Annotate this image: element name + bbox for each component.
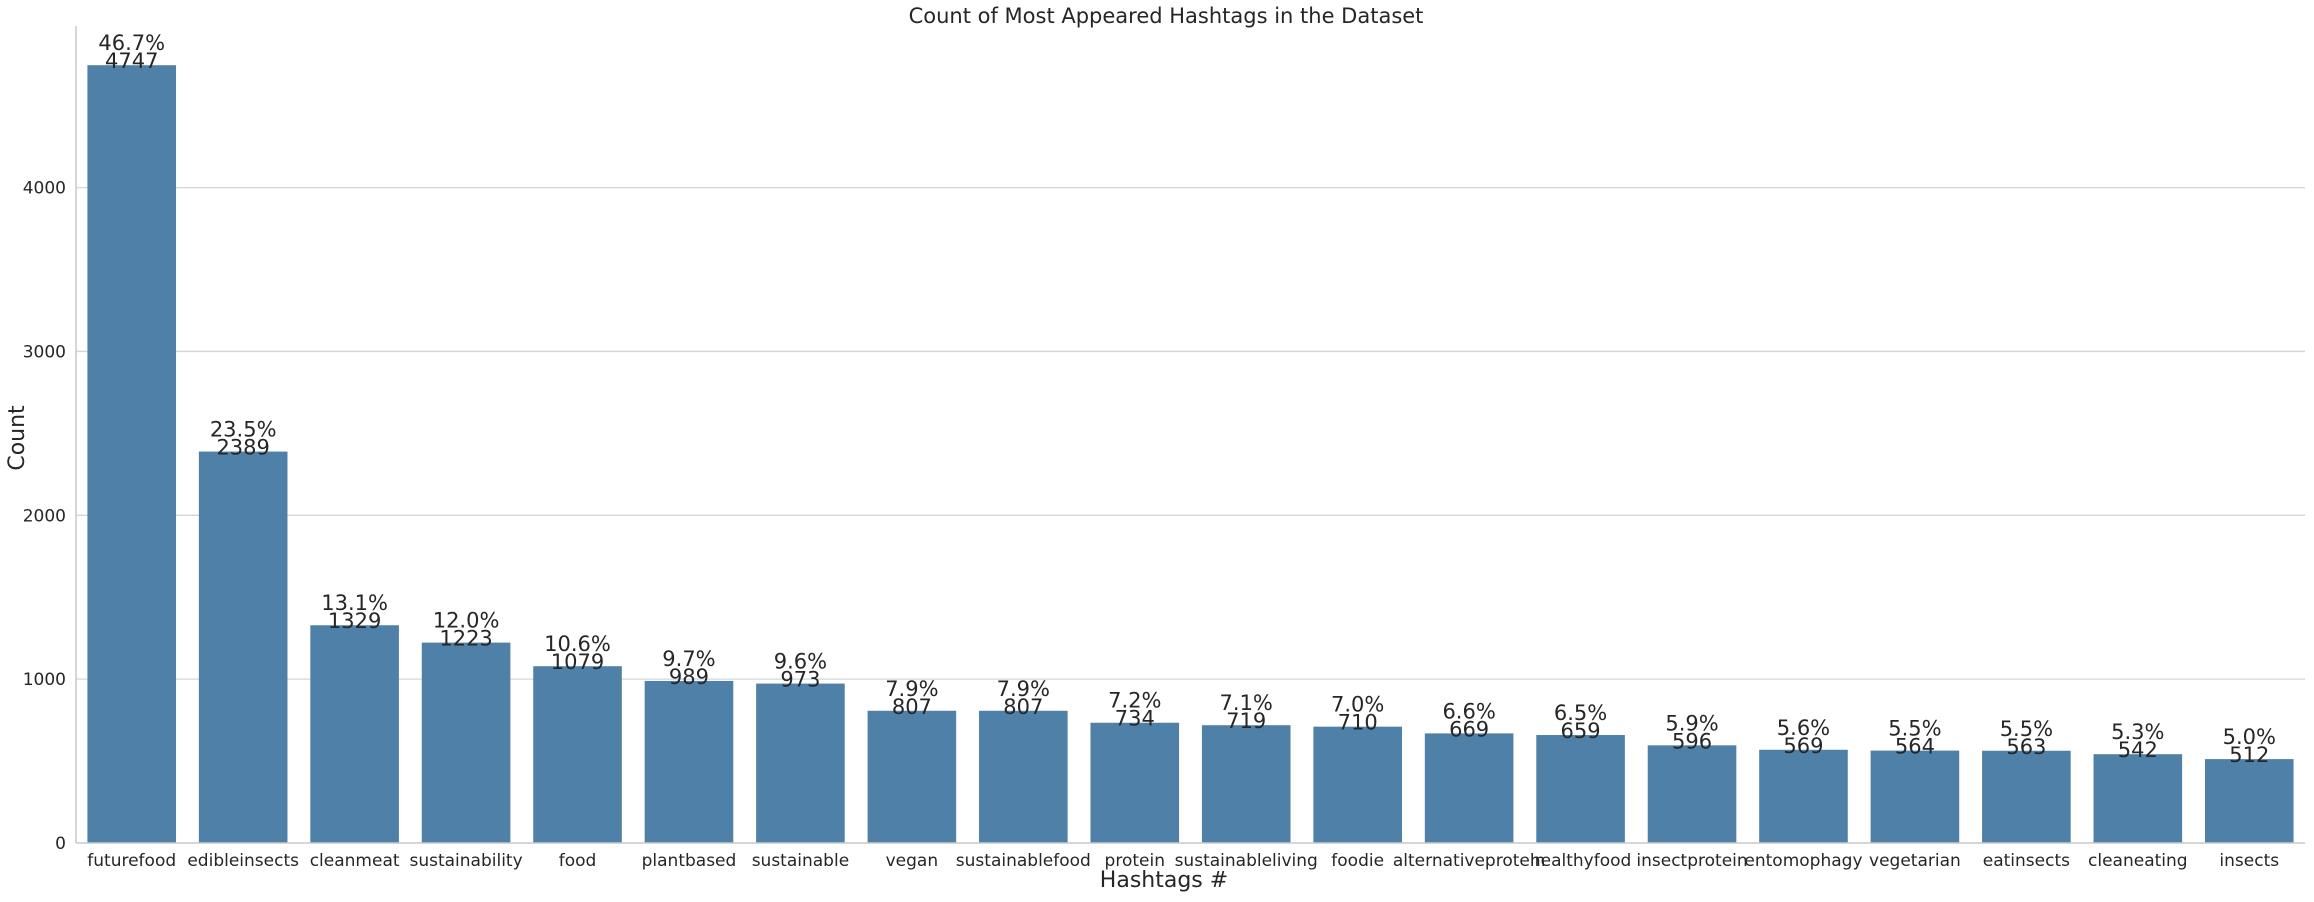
percent-label: 6.6% xyxy=(1442,699,1495,723)
bar-healthyfood xyxy=(1536,735,1625,843)
x-tick-label: cleanmeat xyxy=(310,851,400,871)
percent-label: 5.9% xyxy=(1665,711,1718,735)
bar-sustainability xyxy=(421,642,511,843)
y-tick-label: 1000 xyxy=(23,670,66,690)
percent-label: 6.5% xyxy=(1554,701,1607,725)
x-tick-label: healthyfood xyxy=(1530,851,1631,871)
bar-sustainableliving xyxy=(1201,725,1291,843)
x-tick-label: entomophagy xyxy=(1744,851,1862,871)
bar-plantbased xyxy=(644,680,734,843)
value-label: 596 xyxy=(1672,729,1712,753)
y-tick-label: 2000 xyxy=(23,506,66,526)
percent-label: 7.2% xyxy=(1108,689,1161,713)
x-tick-label: alternativeprotein xyxy=(1393,851,1546,871)
x-tick-label: vegetarian xyxy=(1869,851,1961,871)
x-tick-label: insectprotein xyxy=(1636,851,1747,871)
bar-alternativeprotein xyxy=(1424,733,1514,843)
x-tick-label: eatinsects xyxy=(1983,851,2070,871)
percent-label: 9.6% xyxy=(774,650,827,674)
x-tick-label: plantbased xyxy=(642,851,737,871)
percent-label: 7.1% xyxy=(1220,691,1273,715)
value-label: 659 xyxy=(1561,719,1601,743)
x-tick-label: insects xyxy=(2219,851,2279,871)
value-label: 1079 xyxy=(551,650,604,674)
x-tick-label: futurefood xyxy=(87,851,176,871)
y-tick-label: 3000 xyxy=(23,342,66,362)
value-label: 807 xyxy=(892,695,932,719)
value-label: 669 xyxy=(1449,717,1489,741)
percent-label: 7.9% xyxy=(885,677,938,701)
value-label: 807 xyxy=(1003,695,1043,719)
bar-sustainablefood xyxy=(979,710,1068,843)
y-tick-label: 0 xyxy=(55,834,66,854)
value-label: 4747 xyxy=(105,49,158,73)
value-label: 1223 xyxy=(439,627,492,651)
percent-label: 5.3% xyxy=(2111,720,2164,744)
percent-label: 9.7% xyxy=(662,647,715,671)
percent-label: 5.0% xyxy=(2223,725,2276,749)
value-label: 2389 xyxy=(216,436,269,460)
percent-label: 5.6% xyxy=(1777,716,1830,740)
bar-cleaneating xyxy=(2093,754,2183,843)
bar-food xyxy=(533,666,622,843)
x-tick-label: sustainable xyxy=(752,851,849,871)
bar-sustainable xyxy=(756,683,845,843)
value-label: 563 xyxy=(2006,735,2046,759)
bar-cleanmeat xyxy=(310,625,399,843)
percent-label: 5.5% xyxy=(1888,717,1941,741)
x-tick-label: sustainability xyxy=(409,851,522,871)
x-tick-label: cleaneating xyxy=(2088,851,2188,871)
value-label: 973 xyxy=(780,668,820,692)
value-label: 719 xyxy=(1226,709,1266,733)
percent-label: 13.1% xyxy=(321,591,388,615)
value-label: 710 xyxy=(1338,711,1378,735)
bar-insectprotein xyxy=(1647,745,1737,843)
percent-label: 12.0% xyxy=(433,609,500,633)
bar-eatinsects xyxy=(1982,750,2071,843)
value-label: 734 xyxy=(1115,707,1155,731)
percent-label: 7.9% xyxy=(997,677,1050,701)
chart-title: Count of Most Appeared Hashtags in the D… xyxy=(909,4,1424,28)
percent-label: 23.5% xyxy=(210,418,277,442)
gridlines xyxy=(76,186,2305,680)
percent-label: 46.7% xyxy=(98,31,165,55)
axes: 0 1000 2000 3000 4000 futurefood edibleinsects… xyxy=(23,26,2305,871)
value-label: 542 xyxy=(2118,738,2158,762)
bar-foodie xyxy=(1313,726,1402,843)
percent-label: 7.0% xyxy=(1331,693,1384,717)
x-tick-label: food xyxy=(559,851,597,871)
x-axis-title: Hashtags # xyxy=(1100,868,1228,893)
x-tick-label: vegan xyxy=(886,851,939,871)
percent-label: 10.6% xyxy=(544,632,611,656)
x-tick-label: sustainableliving xyxy=(1175,851,1318,871)
bar-protein xyxy=(1090,722,1180,843)
bar-edibleinsects xyxy=(198,451,288,843)
x-tick-label: sustainablefood xyxy=(956,851,1091,871)
value-label: 512 xyxy=(2229,743,2269,767)
x-tick-label: foodie xyxy=(1331,851,1384,871)
value-label: 989 xyxy=(669,665,709,689)
y-tick-label: 4000 xyxy=(23,179,66,199)
x-tick-label: protein xyxy=(1105,851,1165,871)
bar-insects xyxy=(2204,759,2294,843)
bar-entomophagy xyxy=(1759,749,1848,843)
bar-vegetarian xyxy=(1870,750,1960,843)
value-label: 569 xyxy=(1783,734,1823,758)
value-label: 564 xyxy=(1895,735,1935,759)
bars xyxy=(87,65,2294,844)
value-label: 1329 xyxy=(328,609,381,633)
bar-vegan xyxy=(867,710,957,843)
bar-futurefood xyxy=(87,65,177,844)
y-axis-title: Count xyxy=(5,405,30,471)
percent-label: 5.5% xyxy=(2000,717,2053,741)
x-tick-label: edibleinsects xyxy=(187,851,299,871)
